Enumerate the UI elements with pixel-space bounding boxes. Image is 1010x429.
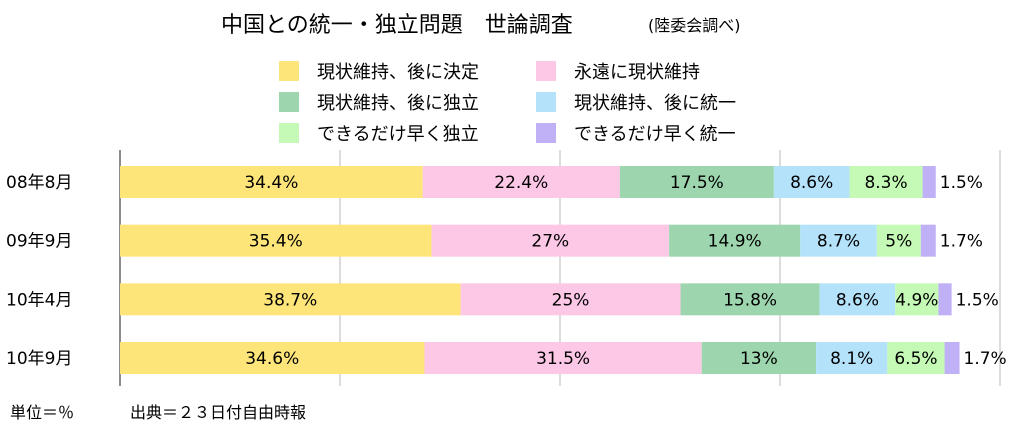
bar-segment bbox=[922, 166, 936, 198]
data-label: 15.8% bbox=[723, 290, 777, 310]
data-label: 5% bbox=[885, 232, 912, 252]
legend-swatch bbox=[279, 92, 299, 112]
data-label: 25% bbox=[552, 290, 590, 310]
bar-segment bbox=[424, 342, 702, 375]
legend-swatch bbox=[279, 123, 299, 143]
bar-segment bbox=[619, 166, 774, 198]
bar-segment bbox=[938, 283, 952, 316]
bar-segment bbox=[431, 224, 670, 257]
legend-swatch bbox=[536, 92, 556, 112]
bar-segment bbox=[876, 224, 921, 257]
legend-label: 現状維持、後に統一 bbox=[574, 93, 736, 114]
data-label: 8.7% bbox=[817, 232, 860, 252]
bar-segment bbox=[887, 342, 945, 375]
bar-segment bbox=[920, 224, 936, 257]
data-label: 34.6% bbox=[245, 349, 299, 369]
bar-segment bbox=[120, 283, 461, 316]
bar-segment bbox=[816, 342, 888, 375]
bar-segment bbox=[422, 166, 620, 198]
category-label: 10年9月 bbox=[6, 349, 72, 369]
category-label: 10年4月 bbox=[6, 290, 72, 310]
legend-label: 現状維持、後に決定 bbox=[317, 62, 479, 83]
bar-segment bbox=[460, 283, 681, 316]
data-label: 1.7% bbox=[940, 232, 983, 252]
unit-note: 単位＝％ bbox=[10, 403, 74, 422]
bar-segment bbox=[819, 283, 896, 316]
legend-swatch bbox=[536, 61, 556, 81]
data-label: 13% bbox=[740, 349, 778, 369]
category-labels: 08年8月 09年9月 10年4月 10年9月 bbox=[6, 173, 72, 369]
source-note: 出典＝２３日付自由時報 bbox=[130, 403, 306, 422]
data-label: 38.7% bbox=[263, 290, 317, 310]
bar-segment bbox=[120, 342, 425, 375]
data-label: 17.5% bbox=[670, 173, 724, 193]
legend-swatch bbox=[536, 123, 556, 143]
data-label: 1.7% bbox=[964, 349, 1007, 369]
data-label: 8.6% bbox=[836, 290, 879, 310]
bar-segment bbox=[701, 342, 817, 375]
data-label: 8.6% bbox=[790, 173, 833, 193]
bar-segment bbox=[944, 342, 960, 375]
legend-swatch bbox=[279, 61, 299, 81]
category-label: 09年9月 bbox=[6, 232, 72, 252]
chart-subtitle: (陸委会調べ) bbox=[648, 16, 741, 35]
bar-segment bbox=[800, 224, 877, 257]
legend-label: できるだけ早く独立 bbox=[317, 124, 479, 145]
data-label: 34.4% bbox=[244, 173, 298, 193]
data-label: 31.5% bbox=[536, 349, 590, 369]
data-label: 1.5% bbox=[956, 290, 999, 310]
data-label: 14.9% bbox=[708, 232, 762, 252]
bar-segment bbox=[895, 283, 939, 316]
legend-label: 現状維持、後に独立 bbox=[317, 93, 479, 114]
bar-segment bbox=[120, 166, 423, 198]
legend-label: できるだけ早く統一 bbox=[574, 124, 736, 145]
data-label: 1.5% bbox=[940, 173, 983, 193]
data-label: 4.9% bbox=[895, 290, 938, 310]
bars: 34.4% 22.4% 17.5% 8.6% 8.3% 1.5% 35.4% 27% 14.9%… bbox=[120, 166, 1007, 375]
bar-segment bbox=[669, 224, 801, 257]
category-label: 08年8月 bbox=[6, 173, 72, 193]
bar-segment bbox=[120, 224, 432, 257]
bar-segment bbox=[680, 283, 820, 316]
data-label: 22.4% bbox=[494, 173, 548, 193]
data-label: 8.1% bbox=[830, 349, 873, 369]
chart-title: 中国との統一・独立問題 世論調査 bbox=[221, 13, 573, 38]
data-label: 35.4% bbox=[249, 232, 303, 252]
bar-segment bbox=[849, 166, 923, 198]
bar-segment bbox=[773, 166, 850, 198]
legend-label: 永遠に現状維持 bbox=[574, 62, 700, 83]
data-label: 6.5% bbox=[894, 349, 937, 369]
data-label: 8.3% bbox=[864, 173, 907, 193]
data-label: 27% bbox=[531, 232, 569, 252]
